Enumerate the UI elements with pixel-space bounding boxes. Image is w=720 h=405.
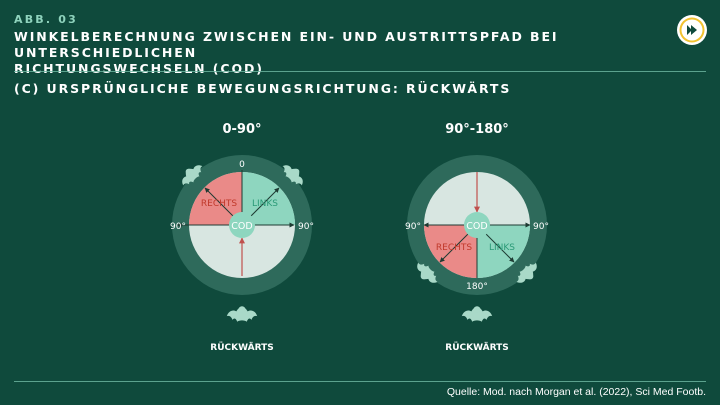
left-angle-label: 90° <box>170 222 186 232</box>
header-divider <box>14 71 706 72</box>
arrow-rechts <box>439 232 470 263</box>
right-angle-label: 90° <box>533 222 549 232</box>
rechts-label: RECHTS <box>436 243 472 253</box>
direction-label: RÜCKWÄRTS <box>445 342 508 353</box>
links-label: LINKS <box>252 199 278 209</box>
arrow-rechts <box>204 187 235 218</box>
bottom-angle-label: 180° <box>466 282 488 292</box>
cod-label: COD <box>231 221 252 232</box>
title-line-1: WINKELBERECHNUNG ZWISCHEN EIN- UND AUSTR… <box>14 29 559 60</box>
section-subtitle: (C) URSPRÜNGLICHE BEWEGUNGSRICHTUNG: RÜC… <box>14 81 512 96</box>
player-icon <box>226 306 258 322</box>
dfb-logo-icon <box>677 15 707 45</box>
cod-label: COD <box>466 221 487 232</box>
panel-0-90: 0-90° COD 0 90° 90° RECHTS LINKS RÜCKWÄR… <box>170 122 314 353</box>
cod-center <box>229 212 255 238</box>
cod-center <box>464 212 490 238</box>
range-label: 90°-180° <box>445 122 509 137</box>
left-angle-label: 90° <box>405 222 421 232</box>
direction-label: RÜCKWÄRTS <box>210 342 273 353</box>
links-label: LINKS <box>489 243 515 253</box>
source-note: Quelle: Mod. nach Morgan et al. (2022), … <box>446 386 706 398</box>
top-angle-label: 0 <box>239 160 245 170</box>
page-title: WINKELBERECHNUNG ZWISCHEN EIN- UND AUSTR… <box>14 29 674 77</box>
title-line-2: RICHTUNGSWECHSELN (COD) <box>14 61 264 76</box>
player-icon <box>461 306 493 322</box>
range-label: 0-90° <box>222 122 261 137</box>
panel-90-180: 90°-180° COD 90° 90° 180° RECHTS LINKS R… <box>405 122 549 353</box>
arrow-links <box>249 187 280 218</box>
footer-divider <box>14 381 706 382</box>
figure-number: ABB. 03 <box>14 13 78 26</box>
right-angle-label: 90° <box>298 222 314 232</box>
rechts-label: RECHTS <box>201 199 237 209</box>
arrow-links <box>484 232 515 263</box>
